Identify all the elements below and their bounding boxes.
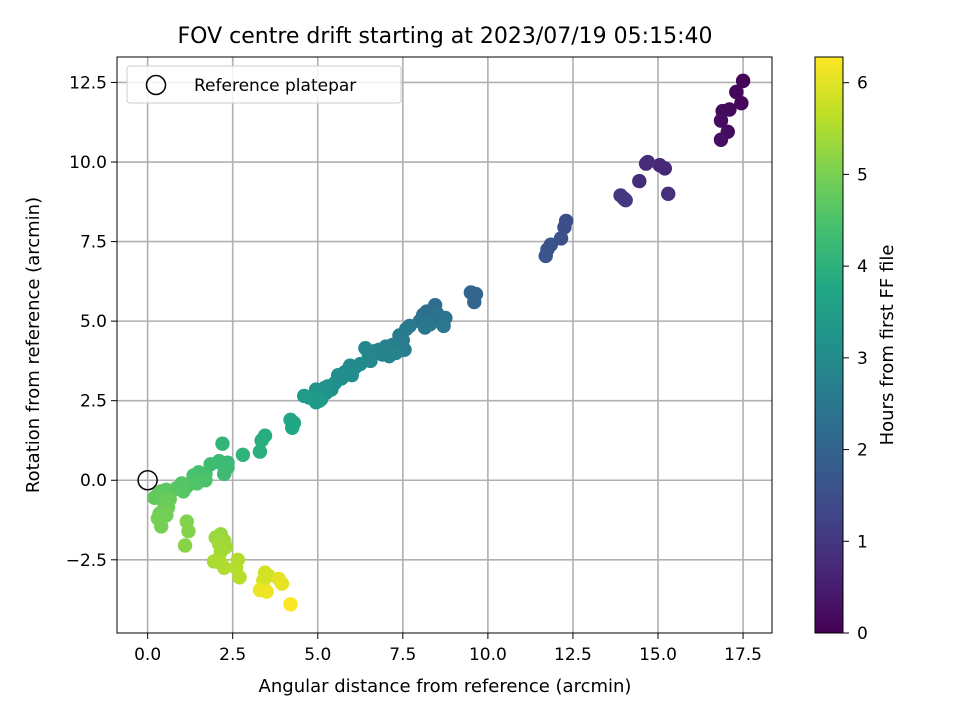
y-tick-label: 12.5 — [69, 73, 107, 93]
y-tick-label: 0.0 — [80, 471, 107, 491]
colorbar-tick-label: 1 — [857, 532, 868, 552]
x-tick-label: 7.5 — [389, 645, 416, 665]
data-point — [388, 345, 404, 361]
data-point — [181, 523, 196, 539]
data-point — [735, 73, 751, 89]
data-point — [713, 132, 729, 147]
data-point — [216, 560, 232, 575]
data-point — [232, 570, 247, 585]
colorbar: 0 1 2 3 4 5 6 Hours from first FF file — [814, 56, 898, 644]
colorbar-label: Hours from first FF file — [877, 245, 898, 446]
data-point — [252, 444, 268, 459]
y-axis-label: Rotation from reference (arcmin) — [23, 197, 44, 493]
data-point — [713, 113, 729, 128]
plot-frame — [116, 56, 773, 634]
data-point — [259, 584, 274, 599]
data-point — [657, 161, 673, 176]
colorbar-tick-label: 5 — [857, 165, 868, 185]
data-point — [215, 436, 230, 451]
data-point — [557, 220, 572, 235]
data-point — [285, 420, 300, 435]
data-point — [154, 519, 169, 534]
data-point — [312, 393, 327, 408]
chart-title: FOV centre drift starting at 2023/07/19 … — [178, 24, 713, 49]
x-tick-label: 10.0 — [469, 645, 507, 665]
x-tick-label: 12.5 — [554, 645, 592, 665]
data-point — [618, 193, 633, 208]
y-axis-ticks: −2.5 0.0 2.5 5.0 7.5 10.0 12.5 — [66, 73, 117, 571]
data-point — [640, 154, 656, 170]
data-point — [235, 447, 251, 462]
data-point — [274, 576, 290, 591]
legend: Reference platepar — [126, 65, 402, 104]
data-point — [436, 318, 451, 334]
x-tick-label: 2.5 — [219, 645, 246, 665]
reference-point — [137, 469, 158, 491]
colorbar-tick-label: 4 — [857, 257, 868, 277]
legend-marker-icon — [145, 74, 167, 96]
x-tick-label: 17.5 — [724, 645, 762, 665]
x-tick-label: 5.0 — [304, 645, 331, 665]
y-tick-label: −2.5 — [66, 551, 107, 571]
data-point — [296, 388, 312, 404]
x-tick-label: 0.0 — [134, 645, 161, 665]
colorbar-tick-label: 3 — [857, 349, 868, 369]
colorbar-ticks: 0 1 2 3 4 5 6 — [843, 74, 868, 644]
data-point — [538, 248, 553, 264]
x-axis-ticks: 0.0 2.5 5.0 7.5 10.0 12.5 15.0 17.5 — [134, 633, 762, 665]
colorbar-gradient — [814, 56, 844, 634]
reference-marker — [137, 469, 158, 491]
colorbar-tick-label: 6 — [857, 74, 868, 94]
x-axis-label: Angular distance from reference (arcmin) — [259, 676, 632, 697]
data-point — [417, 320, 433, 335]
data-point — [254, 433, 269, 448]
colorbar-tick-label: 0 — [857, 624, 868, 644]
data-point — [632, 173, 647, 189]
data-points — [147, 73, 751, 612]
x-tick-label: 15.0 — [639, 645, 677, 665]
y-tick-label: 2.5 — [80, 392, 107, 412]
data-point — [467, 294, 482, 310]
y-tick-label: 5.0 — [80, 312, 107, 332]
data-point — [661, 186, 676, 202]
data-point — [283, 597, 298, 612]
data-point — [358, 340, 373, 356]
legend-label: Reference platepar — [194, 76, 356, 96]
data-point — [734, 95, 749, 111]
legend-box — [126, 65, 402, 104]
y-tick-label: 10.0 — [69, 153, 107, 173]
data-point — [177, 538, 193, 553]
y-tick-label: 7.5 — [80, 233, 107, 253]
colorbar-tick-label: 2 — [857, 441, 868, 461]
data-point — [729, 84, 744, 100]
data-point — [216, 466, 232, 482]
